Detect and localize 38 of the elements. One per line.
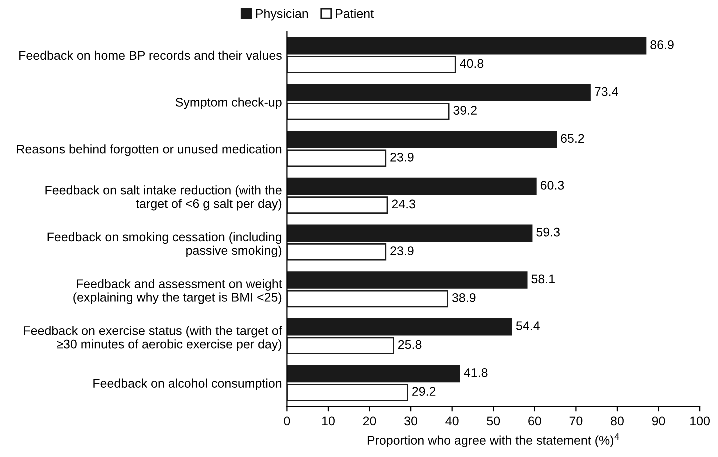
x-tick-label: 80	[611, 416, 624, 426]
y-tick-label: Feedback on salt intake reduction (with the target of <6 g salt per day)	[46, 186, 282, 211]
y-tick-label: Feedback on home BP records and their values	[20, 50, 282, 60]
data-label: 40.8	[460, 59, 484, 68]
data-label: 59.3	[536, 228, 560, 237]
x-tick-label: 10	[322, 416, 335, 426]
x-tick-label: 50	[487, 416, 500, 426]
x-axis-title: Proportion who agree with the statement (%)$^{4}$	[368, 434, 620, 448]
y-tick-label: Reasons behind forgotten or unused medication	[17, 144, 282, 156]
data-label: 23.9	[390, 152, 414, 162]
data-label: 73.4	[595, 87, 618, 96]
x-tick-label: 40	[446, 416, 459, 426]
y-tick-label: Symptom check-up	[176, 98, 282, 110]
legend-label: Physician	[256, 9, 308, 21]
data-label: 38.9	[452, 293, 476, 302]
data-label: 23.9	[390, 246, 414, 256]
x-tick-label: 70	[570, 416, 583, 426]
y-tick-label: Feedback on alcohol consumption	[94, 378, 282, 390]
x-tick-label: 90	[652, 416, 666, 426]
data-label: 60.3	[540, 181, 564, 190]
data-label: 39.2	[454, 106, 477, 115]
legend-label: Patient	[336, 9, 374, 18]
data-label: 65.2	[561, 134, 584, 144]
x-tick-label: 100	[690, 416, 710, 426]
x-tick-label: 20	[363, 416, 376, 426]
y-tick-label: Feedback on exercise status (with the target of ≥30 minutes of aerobic exercise per day)	[24, 326, 282, 352]
y-tick-label: Feedback on smoking cessation (including passive smoking)	[48, 232, 282, 258]
x-tick-label: 60	[528, 416, 542, 426]
data-label: 29.2	[412, 387, 436, 396]
data-label: 86.9	[650, 40, 674, 50]
x-tick-label: 30	[404, 416, 418, 426]
data-label: 58.1	[532, 274, 555, 284]
data-label: 24.3	[392, 200, 416, 209]
data-label: 54.4	[516, 322, 540, 330]
data-label: 25.8	[398, 340, 422, 350]
data-label: 41.8	[464, 368, 488, 378]
y-tick-label: Feedback and assessment on weight (explaining why the target is BMI <25)	[74, 279, 282, 304]
x-tick-label: 0	[284, 416, 290, 426]
